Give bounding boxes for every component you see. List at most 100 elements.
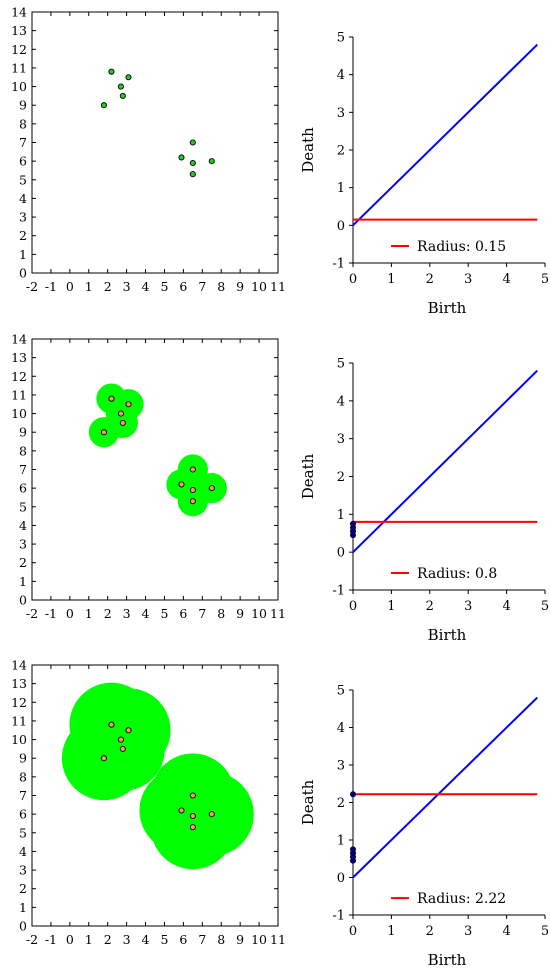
- x-tick-label: 11: [270, 279, 286, 294]
- y-tick-label: -1: [332, 584, 345, 599]
- x-tick-label: 9: [236, 606, 244, 621]
- x-tick-label: 4: [142, 606, 150, 621]
- x-tick-label: 0: [349, 924, 357, 939]
- y-tick-label: 0: [337, 871, 345, 886]
- persistence-panel: 0 1 2 3 4 5 -1 0 1 2 3 4 5 Birth Death Radius: 0.15: [299, 31, 549, 318]
- x-tick-label: 10: [251, 279, 267, 294]
- data-point: [125, 727, 132, 734]
- data-point: [108, 395, 115, 402]
- data-point: [189, 171, 196, 178]
- x-tick-label: 11: [270, 606, 286, 621]
- y-tick-label: 3: [19, 863, 27, 878]
- y-tick-label: 3: [337, 106, 345, 121]
- x-tick-label: 4: [142, 932, 150, 947]
- y-axis-label: Death: [299, 127, 317, 173]
- y-tick-label: 4: [19, 844, 27, 859]
- y-tick-label: 0: [19, 266, 27, 281]
- data-point: [178, 154, 185, 161]
- y-tick-label: 1: [337, 834, 345, 849]
- data-point: [100, 102, 107, 109]
- y-tick-label: 6: [19, 481, 27, 496]
- diagonal-line: [352, 696, 539, 879]
- x-tick-label: 4: [502, 599, 510, 614]
- x-tick-label: 6: [179, 606, 187, 621]
- y-tick-label: 10: [11, 79, 27, 94]
- x-axis-label: Birth: [428, 299, 467, 317]
- x-tick-label: 11: [270, 932, 286, 947]
- x-tick-label: 6: [179, 932, 187, 947]
- x-tick-label: 1: [85, 606, 93, 621]
- x-tick-label: 7: [198, 606, 206, 621]
- data-point: [189, 812, 196, 820]
- x-tick-label: 4: [142, 279, 150, 294]
- y-tick-label: -1: [332, 909, 345, 924]
- x-tick-label: 6: [179, 279, 187, 294]
- ball-group: [61, 682, 254, 870]
- data-point: [189, 139, 196, 146]
- data-point: [100, 755, 107, 762]
- y-tick-label: 12: [11, 695, 27, 710]
- y-tick-label: 3: [19, 210, 27, 225]
- y-tick-label: 1: [19, 247, 27, 262]
- y-tick-label: 1: [19, 900, 27, 915]
- y-tick-label: 0: [19, 919, 27, 934]
- y-tick-label: 3: [337, 759, 345, 774]
- y-tick-label: 10: [11, 732, 27, 747]
- x-tick-label: 5: [160, 279, 168, 294]
- data-point: [189, 466, 196, 473]
- y-tick-label: 10: [11, 406, 27, 421]
- x-tick-label: 5: [541, 599, 549, 614]
- data-point: [117, 83, 124, 90]
- data-point: [208, 811, 215, 818]
- x-tick-label: -2: [26, 932, 38, 947]
- x-tick-label: 7: [198, 932, 206, 947]
- x-tick-label: -1: [45, 279, 57, 294]
- data-point: [178, 481, 185, 488]
- data-point: [100, 429, 107, 436]
- y-tick-label: 2: [19, 555, 27, 570]
- data-point: [189, 486, 196, 494]
- x-tick-label: 9: [236, 932, 244, 947]
- y-tick-label: 0: [19, 593, 27, 608]
- data-point: [117, 736, 124, 743]
- data-point: [119, 92, 126, 99]
- data-point: [108, 721, 115, 728]
- y-axis-label: Death: [299, 453, 317, 499]
- x-tick-label: 2: [426, 272, 434, 287]
- data-point: [125, 74, 132, 81]
- plot-frame: [31, 11, 279, 274]
- y-tick-label: 8: [19, 769, 27, 784]
- x-tick-label: -2: [26, 279, 38, 294]
- data-point: [178, 807, 185, 814]
- x-tick-label: -1: [45, 606, 57, 621]
- legend-label: Radius: 0.15: [417, 239, 506, 255]
- y-tick-label: 4: [337, 721, 345, 736]
- y-tick-label: 14: [11, 5, 27, 20]
- y-tick-label: 11: [11, 713, 27, 728]
- x-tick-label: 1: [85, 279, 93, 294]
- data-point: [119, 419, 126, 426]
- x-axis-label: Birth: [428, 626, 467, 644]
- y-tick-label: 2: [19, 881, 27, 896]
- persistence-panel: 0 1 2 3 4 5 -1 0 1 2 3 4 5 Birth Death Radius: 2.22: [299, 684, 549, 970]
- diagonal-line: [352, 369, 539, 553]
- data-point: [208, 485, 215, 492]
- x-tick-label: 1: [85, 932, 93, 947]
- data-point: [189, 824, 196, 831]
- y-tick-label: 6: [19, 807, 27, 822]
- y-tick-label: 5: [19, 825, 27, 840]
- ball-group: [88, 383, 227, 517]
- y-tick-label: 2: [337, 796, 345, 811]
- persistence-point: [349, 791, 356, 798]
- x-tick-label: 4: [502, 924, 510, 939]
- y-tick-label: 14: [11, 658, 27, 673]
- x-tick-label: 3: [464, 599, 472, 614]
- y-tick-label: 13: [11, 350, 27, 365]
- x-tick-label: 0: [349, 272, 357, 287]
- x-tick-label: 8: [217, 932, 225, 947]
- y-tick-label: 11: [11, 60, 27, 75]
- x-tick-label: 0: [66, 279, 74, 294]
- y-tick-label: 7: [19, 788, 27, 803]
- x-tick-label: 9: [236, 279, 244, 294]
